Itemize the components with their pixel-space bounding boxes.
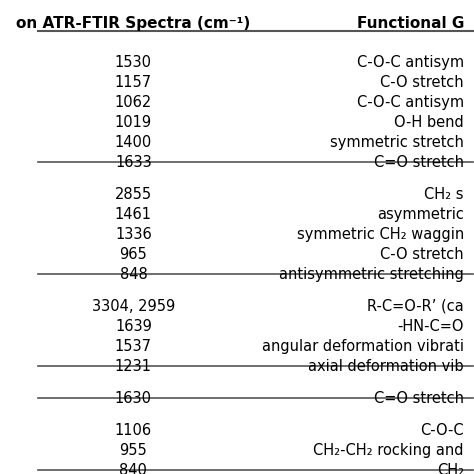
Text: 955: 955 [119,443,147,458]
Text: 1019: 1019 [115,115,152,129]
Text: 1639: 1639 [115,319,152,334]
Text: 1062: 1062 [115,95,152,109]
Text: 1633: 1633 [115,155,152,170]
Text: C=O stretch: C=O stretch [374,391,464,406]
Text: -HN-C=O: -HN-C=O [397,319,464,334]
Text: symmetric CH₂ waggin: symmetric CH₂ waggin [297,227,464,242]
Text: asymmetric: asymmetric [377,207,464,222]
Text: CH₂: CH₂ [437,463,464,474]
Text: 1336: 1336 [115,227,152,242]
Text: 2855: 2855 [115,187,152,201]
Text: CH₂-CH₂ rocking and: CH₂-CH₂ rocking and [313,443,464,458]
Text: symmetric stretch: symmetric stretch [330,135,464,150]
Text: 3304, 2959: 3304, 2959 [92,299,175,314]
Text: 1537: 1537 [115,338,152,354]
Text: Functional G: Functional G [356,16,464,31]
Text: axial deformation vib: axial deformation vib [308,359,464,374]
Text: 1461: 1461 [115,207,152,222]
Text: angular deformation vibrati: angular deformation vibrati [262,338,464,354]
Text: 1157: 1157 [115,74,152,90]
Text: C=O stretch: C=O stretch [374,155,464,170]
Text: C-O-C antisym: C-O-C antisym [357,55,464,70]
Text: 1400: 1400 [115,135,152,150]
Text: C-O-C: C-O-C [420,423,464,438]
Text: 1630: 1630 [115,391,152,406]
Text: C-O-C antisym: C-O-C antisym [357,95,464,109]
Text: C-O stretch: C-O stretch [380,246,464,262]
Text: on ATR-FTIR Spectra (cm⁻¹): on ATR-FTIR Spectra (cm⁻¹) [16,16,250,31]
Text: 840: 840 [119,463,147,474]
Text: 848: 848 [119,266,147,282]
Text: C-O stretch: C-O stretch [380,74,464,90]
Text: O-H bend: O-H bend [394,115,464,129]
Text: 1530: 1530 [115,55,152,70]
Text: antisymmetric stretching: antisymmetric stretching [279,266,464,282]
Text: 1231: 1231 [115,359,152,374]
Text: 1106: 1106 [115,423,152,438]
Text: CH₂ s: CH₂ s [424,187,464,201]
Text: R-C=O-R’ (ca: R-C=O-R’ (ca [367,299,464,314]
Text: 965: 965 [119,246,147,262]
